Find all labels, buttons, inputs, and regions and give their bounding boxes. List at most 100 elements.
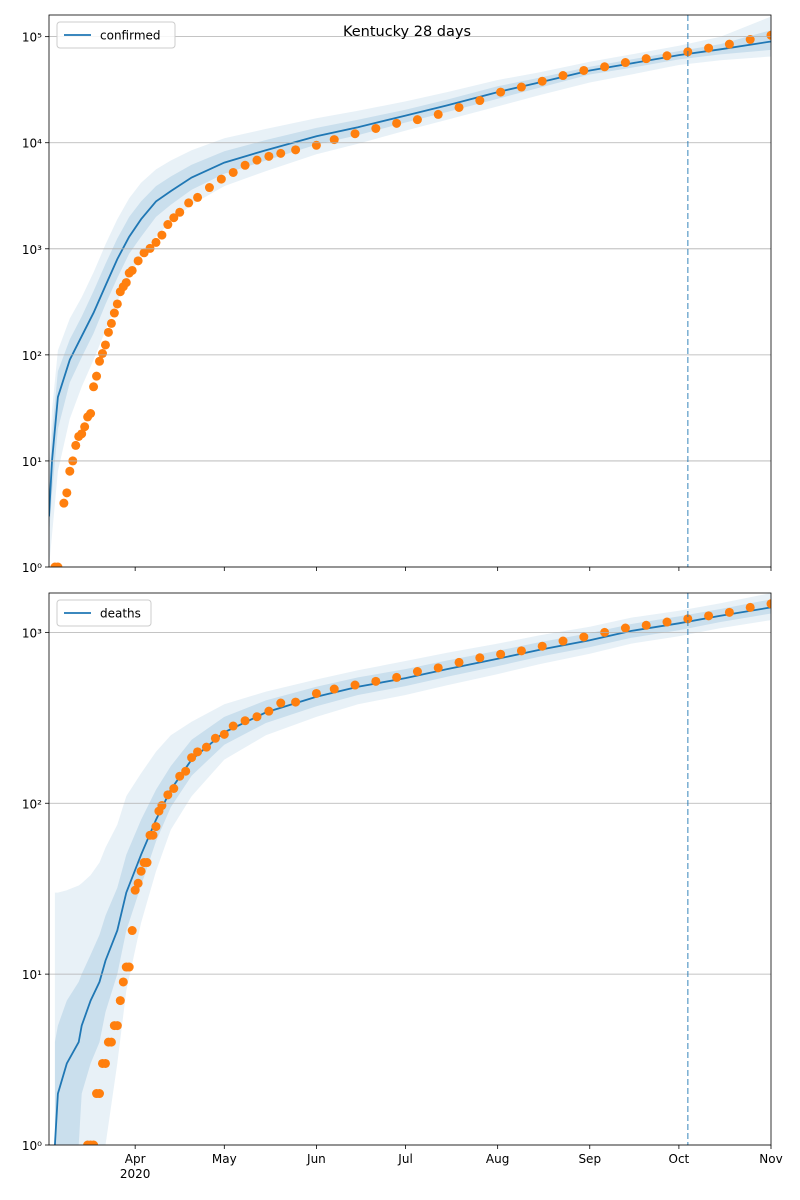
data-point [745, 602, 755, 612]
data-point [127, 926, 137, 936]
data-point [620, 623, 630, 633]
data-point [240, 160, 250, 170]
data-point [745, 35, 755, 45]
data-point [157, 230, 167, 240]
x-tick-label: Aug [486, 1152, 509, 1166]
data-point [109, 308, 119, 318]
legend-label: confirmed [100, 29, 161, 43]
data-point [77, 429, 87, 439]
data-point [100, 340, 110, 350]
data-point [127, 265, 137, 275]
data-point [276, 148, 286, 158]
x-tick-label: May [212, 1152, 237, 1166]
data-point [579, 65, 589, 75]
uncertainty-band [49, 30, 771, 536]
data-point [537, 641, 547, 651]
data-point [201, 742, 211, 752]
x-year-label: 2020 [120, 1167, 151, 1181]
data-point [662, 51, 672, 61]
data-point [169, 783, 179, 793]
chart-title: Kentucky 28 days [343, 24, 471, 40]
data-point [252, 155, 262, 165]
x-tick-label: Jun [306, 1152, 326, 1166]
data-point [181, 766, 191, 776]
data-point [193, 192, 203, 202]
data-point [766, 30, 771, 40]
data-point [157, 801, 167, 811]
data-point [291, 697, 301, 707]
data-point [148, 830, 158, 840]
data-point [142, 858, 152, 868]
data-point [311, 140, 321, 150]
data-point [276, 698, 286, 708]
data-point [392, 118, 402, 128]
data-point [228, 167, 238, 177]
data-point [329, 684, 339, 694]
data-point [95, 1089, 105, 1099]
data-point [496, 649, 506, 659]
data-point [187, 753, 197, 763]
uncertainty-band [54, 599, 771, 1145]
data-point [95, 356, 105, 366]
y-tick-label: 10⁰ [22, 1139, 42, 1153]
y-tick-label: 10² [22, 349, 42, 363]
data-point [704, 611, 714, 621]
data-point [600, 62, 610, 72]
data-point [163, 220, 173, 230]
data-point [184, 198, 194, 208]
axes-frame [48, 592, 772, 1146]
data-point [724, 39, 734, 49]
data-point [124, 962, 134, 972]
plot-area [49, 16, 771, 567]
data-point [204, 183, 214, 193]
x-tick-label: Apr [125, 1152, 146, 1166]
data-point [579, 632, 589, 642]
data-point [151, 237, 161, 247]
data-point [496, 87, 506, 97]
data-point [121, 278, 131, 288]
data-point [80, 422, 90, 432]
data-point [219, 729, 229, 739]
data-point [210, 733, 220, 743]
data-point [169, 213, 179, 223]
axes-frame [48, 14, 772, 568]
data-point [133, 878, 143, 888]
legend-label: deaths [100, 607, 141, 621]
y-tick-label: 10¹ [22, 455, 42, 469]
uncertainty-band [49, 16, 771, 567]
data-point [106, 318, 116, 328]
data-point [291, 145, 301, 155]
data-point [53, 562, 63, 567]
data-point [112, 299, 122, 309]
data-point [136, 866, 146, 876]
data-point [329, 135, 339, 145]
data-point [516, 82, 526, 92]
uncertainty-band [54, 593, 771, 1145]
y-tick-label: 10⁰ [22, 561, 42, 575]
data-point [118, 977, 128, 987]
data-point [193, 747, 203, 757]
data-point [240, 716, 250, 726]
data-point [350, 680, 360, 690]
data-point [175, 771, 185, 781]
data-point [97, 348, 107, 358]
data-point [228, 721, 238, 731]
data-point [475, 653, 485, 663]
data-point [311, 688, 321, 698]
data-point [392, 672, 402, 682]
data-point [100, 1058, 110, 1068]
data-point [86, 409, 96, 419]
data-point [175, 207, 185, 217]
data-point [133, 256, 143, 266]
data-point [537, 76, 547, 86]
data-point [151, 822, 161, 832]
data-point [112, 1021, 122, 1031]
data-point [130, 885, 140, 895]
y-tick-label: 10⁵ [22, 31, 42, 45]
data-point [641, 54, 651, 64]
x-tick-label: Sep [578, 1152, 601, 1166]
data-point [264, 151, 274, 161]
y-tick-label: 10³ [22, 626, 42, 640]
legend-box [56, 599, 152, 627]
